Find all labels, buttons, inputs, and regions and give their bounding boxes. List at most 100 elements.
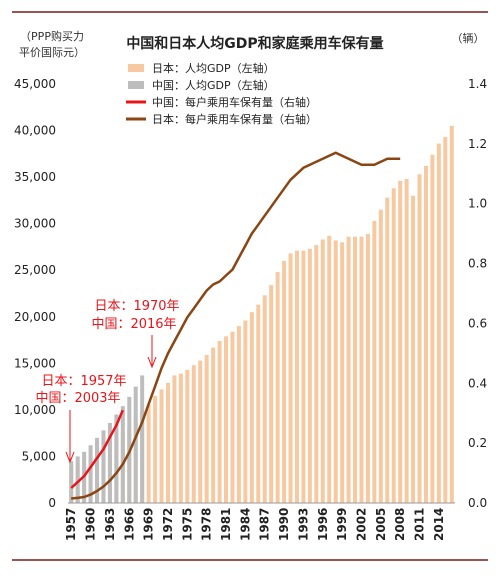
japan-gdp-bar [146,404,151,503]
legend-swatch [128,81,144,89]
china-cars-line [70,409,124,489]
japan-gdp-bar [269,285,274,503]
japan-cars-line [71,151,401,500]
right-tick-label: 0.6 [468,316,487,330]
x-tick-label: 1960 [84,508,98,541]
annotation-1-line2: 中国：2003年 [35,391,120,406]
japan-gdp-bar [398,180,403,503]
china-gdp-bar [69,461,74,503]
japan-gdp-bar [404,178,409,503]
right-tick-label: 1.0 [468,197,487,211]
legend-label: 日本：人均GDP（左轴） [152,61,275,75]
japan-gdp-bar [211,347,216,503]
china-gdp-bar [88,445,93,503]
legend-label: 日本：每户乘用车保有量（右轴） [152,112,317,126]
china-gdp-bar [101,430,106,503]
series-lines [70,151,401,500]
x-tick-label: 1999 [335,508,349,541]
left-tick-label: 15,000 [14,356,56,370]
japan-gdp-bar [204,354,209,503]
japan-gdp-bar [172,375,177,503]
china-gdp-bar [140,375,145,503]
japan-gdp-bar [391,188,396,504]
japan-gdp-bar [294,250,299,503]
left-axis-label-line1: （PPP购买力 [20,29,84,43]
japan-gdp-bar [443,137,448,503]
left-tick-label: 40,000 [14,124,56,138]
x-tick-label: 1966 [122,508,136,541]
x-tick-label: 2014 [432,508,446,541]
japan-gdp-bar [159,389,164,503]
chart-title: 中国和日本人均GDP和家庭乘用车保有量 [126,35,383,52]
legend: 日本：人均GDP（左轴） 中国：人均GDP（左轴） 中国：每户乘用车保有量（右轴） 日… [126,61,317,126]
legend-swatch [128,64,144,72]
japan-gdp-bar [346,236,351,504]
japan-gdp-bar [256,304,261,503]
x-tick-label: 1993 [296,508,310,541]
japan-gdp-bar [417,174,422,503]
right-tick-label: 0.2 [468,436,487,450]
left-axis-label-line2: 平价国际元） [19,46,85,59]
japan-gdp-bar [191,365,196,503]
right-tick-label: 1.4 [468,77,487,91]
annotation-1-arrowhead [65,451,75,464]
japan-gdp-bar [185,369,190,503]
japan-gdp-bar [314,245,319,504]
right-tick-label: 1.2 [468,137,487,151]
japan-gdp-bar [430,154,435,503]
japan-gdp-bar [449,125,454,504]
japan-gdp-bar [224,336,229,503]
japan-gdp-bar [340,242,345,504]
japan-gdp-bar [307,248,312,503]
japan-gdp-bars [69,125,454,504]
japan-gdp-bar [178,373,183,503]
japan-gdp-bar [236,326,241,503]
japan-gdp-bar [378,209,383,503]
japan-gdp-bar [288,253,293,503]
x-tick-label: 2008 [393,508,407,541]
annotation-2-line1: 日本：1970年 [94,299,179,314]
x-tick-label: 1969 [142,508,156,541]
x-tick-label: 1981 [219,508,233,541]
right-tick-label: 0.0 [468,496,487,510]
japan-gdp-bar [282,260,287,503]
right-axis-label: （辆） [452,31,485,45]
japan-gdp-bar [353,236,358,504]
x-tick-label: 1972 [161,508,175,541]
left-axis: 0 5,000 10,000 15,000 20,000 25,000 30,000 35,0… [14,77,56,510]
right-tick-label: 0.4 [468,376,487,390]
china-gdp-bar [95,437,100,503]
japan-gdp-bar [262,295,267,503]
annotation-1-line1: 日本：1957年 [41,374,126,389]
right-tick-label: 0.8 [468,257,487,271]
left-tick-label: 45,000 [14,77,56,91]
annotation-2-line2: 中国：2016年 [91,317,176,332]
japan-gdp-bar [198,360,203,503]
japan-gdp-bar [423,165,428,503]
x-tick-label: 1990 [277,508,291,541]
left-tick-label: 5,000 [22,449,56,463]
x-tick-label: 1975 [180,508,194,541]
japan-gdp-bar [217,340,222,503]
x-tick-label: 1987 [258,508,272,541]
japan-gdp-bar [411,195,416,503]
japan-gdp-bar [385,197,390,503]
left-tick-label: 20,000 [14,310,56,324]
left-tick-label: 35,000 [14,170,56,184]
china-gdp-bar [114,414,119,503]
china-gdp-bar [75,456,80,503]
japan-gdp-bar [320,239,325,504]
x-tick-label: 1996 [316,508,330,541]
x-tick-label: 2011 [413,508,427,541]
japan-gdp-bar [165,382,170,503]
legend-label: 中国：人均GDP（左轴） [152,78,275,92]
annotation-2-arrowhead [147,356,157,369]
japan-gdp-bar [230,331,235,503]
japan-gdp-bar [153,395,158,503]
x-tick-label: 1978 [200,508,214,541]
left-tick-label: 25,000 [14,263,56,277]
japan-gdp-bar [275,272,280,503]
